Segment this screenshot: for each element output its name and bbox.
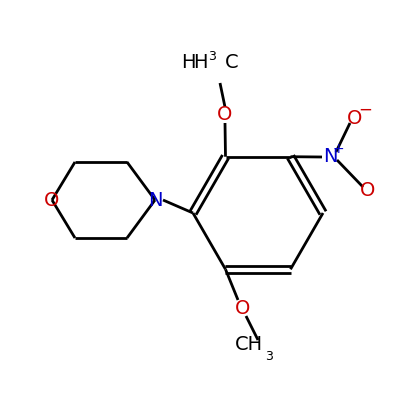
Text: H: H (182, 54, 196, 72)
Text: +: + (332, 142, 344, 156)
Text: N: N (323, 148, 337, 166)
Text: C: C (225, 54, 239, 72)
Text: CH: CH (235, 336, 263, 354)
Text: 3: 3 (265, 350, 273, 363)
Text: H: H (193, 54, 207, 72)
Text: O: O (360, 180, 376, 200)
Text: N: N (148, 190, 162, 210)
Text: −: − (358, 101, 372, 119)
Text: O: O (347, 108, 363, 128)
Text: O: O (235, 298, 251, 318)
Text: 3: 3 (208, 50, 216, 63)
Text: O: O (217, 106, 233, 124)
Text: O: O (44, 190, 60, 210)
